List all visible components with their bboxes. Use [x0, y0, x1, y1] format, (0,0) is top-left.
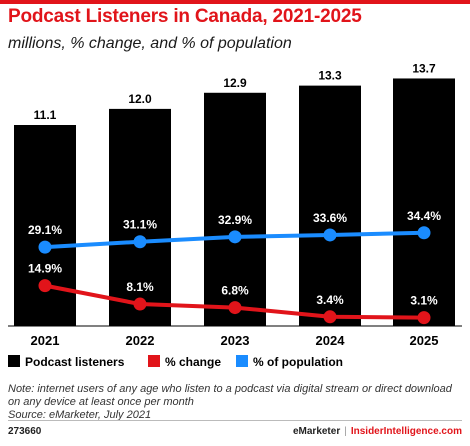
x-tick-2023: 2023: [221, 333, 250, 348]
legend-swatch-change: [148, 355, 160, 367]
change-label-2024: 3.4%: [316, 293, 344, 307]
chart-plot: 11.1 12.0 12.9 13.3 13.7 29.1% 31.1% 32.9% 33.6%…: [8, 61, 462, 369]
change-label-2025: 3.1%: [410, 294, 438, 308]
population-label-2022: 31.1%: [123, 218, 157, 232]
population-point-2024: [323, 228, 337, 242]
bar-label-2022: 12.0: [128, 92, 152, 106]
chart-subtitle: millions, % change, and % of population: [8, 35, 292, 52]
change-point-2024: [323, 310, 337, 324]
legend-label-population: % of population: [253, 355, 343, 369]
chart-title: Podcast Listeners in Canada, 2021-2025: [8, 6, 362, 27]
note-text: Note: internet users of any age who list…: [8, 383, 452, 408]
bar-2025: [393, 78, 455, 327]
chart-id: 273660: [8, 426, 42, 437]
legend-swatch-population: [236, 355, 248, 367]
population-label-2024: 33.6%: [313, 211, 347, 225]
bar-2024: [299, 85, 361, 327]
bar-label-2023: 12.9: [223, 76, 247, 90]
change-label-2022: 8.1%: [126, 280, 154, 294]
footer-divider: [8, 420, 462, 421]
population-point-2022: [133, 235, 147, 249]
change-point-2023: [228, 301, 242, 315]
legend-label-listeners: Podcast listeners: [25, 355, 125, 369]
chart-note: Note: internet users of any age who list…: [8, 383, 464, 422]
change-point-2025: [417, 311, 431, 325]
brand-emarketer: eMarketer: [292, 426, 341, 437]
x-tick-2025: 2025: [410, 333, 439, 348]
population-label-2023: 32.9%: [218, 213, 252, 227]
brand-separator: |: [344, 426, 347, 437]
bar-2023: [204, 92, 266, 326]
accent-bar: [0, 0, 470, 4]
population-point-2025: [417, 226, 431, 240]
change-point-2022: [133, 297, 147, 311]
change-label-2021: 14.9%: [28, 262, 62, 276]
change-label-2023: 6.8%: [221, 284, 249, 298]
legend-label-change: % change: [165, 355, 221, 369]
footer-brand: eMarketer | InsiderIntelligence.com: [293, 426, 462, 437]
brand-insider-intelligence: InsiderIntelligence.com: [350, 426, 462, 437]
bar-label-2024: 13.3: [318, 69, 342, 83]
legend-swatch-listeners: [8, 355, 20, 367]
bar-label-2021: 11.1: [34, 108, 57, 122]
population-label-2025: 34.4%: [407, 209, 441, 223]
population-label-2021: 29.1%: [28, 223, 62, 237]
population-point-2021: [38, 240, 52, 254]
bar-2021: [14, 125, 76, 326]
x-tick-2021: 2021: [31, 333, 60, 348]
x-tick-2024: 2024: [316, 333, 346, 348]
source-text: Source: eMarketer, July 2021: [8, 409, 152, 421]
bar-2022: [109, 108, 171, 326]
bar-label-2025: 13.7: [412, 61, 436, 75]
change-point-2021: [38, 279, 52, 293]
x-tick-2022: 2022: [126, 333, 155, 348]
population-point-2023: [228, 230, 242, 244]
